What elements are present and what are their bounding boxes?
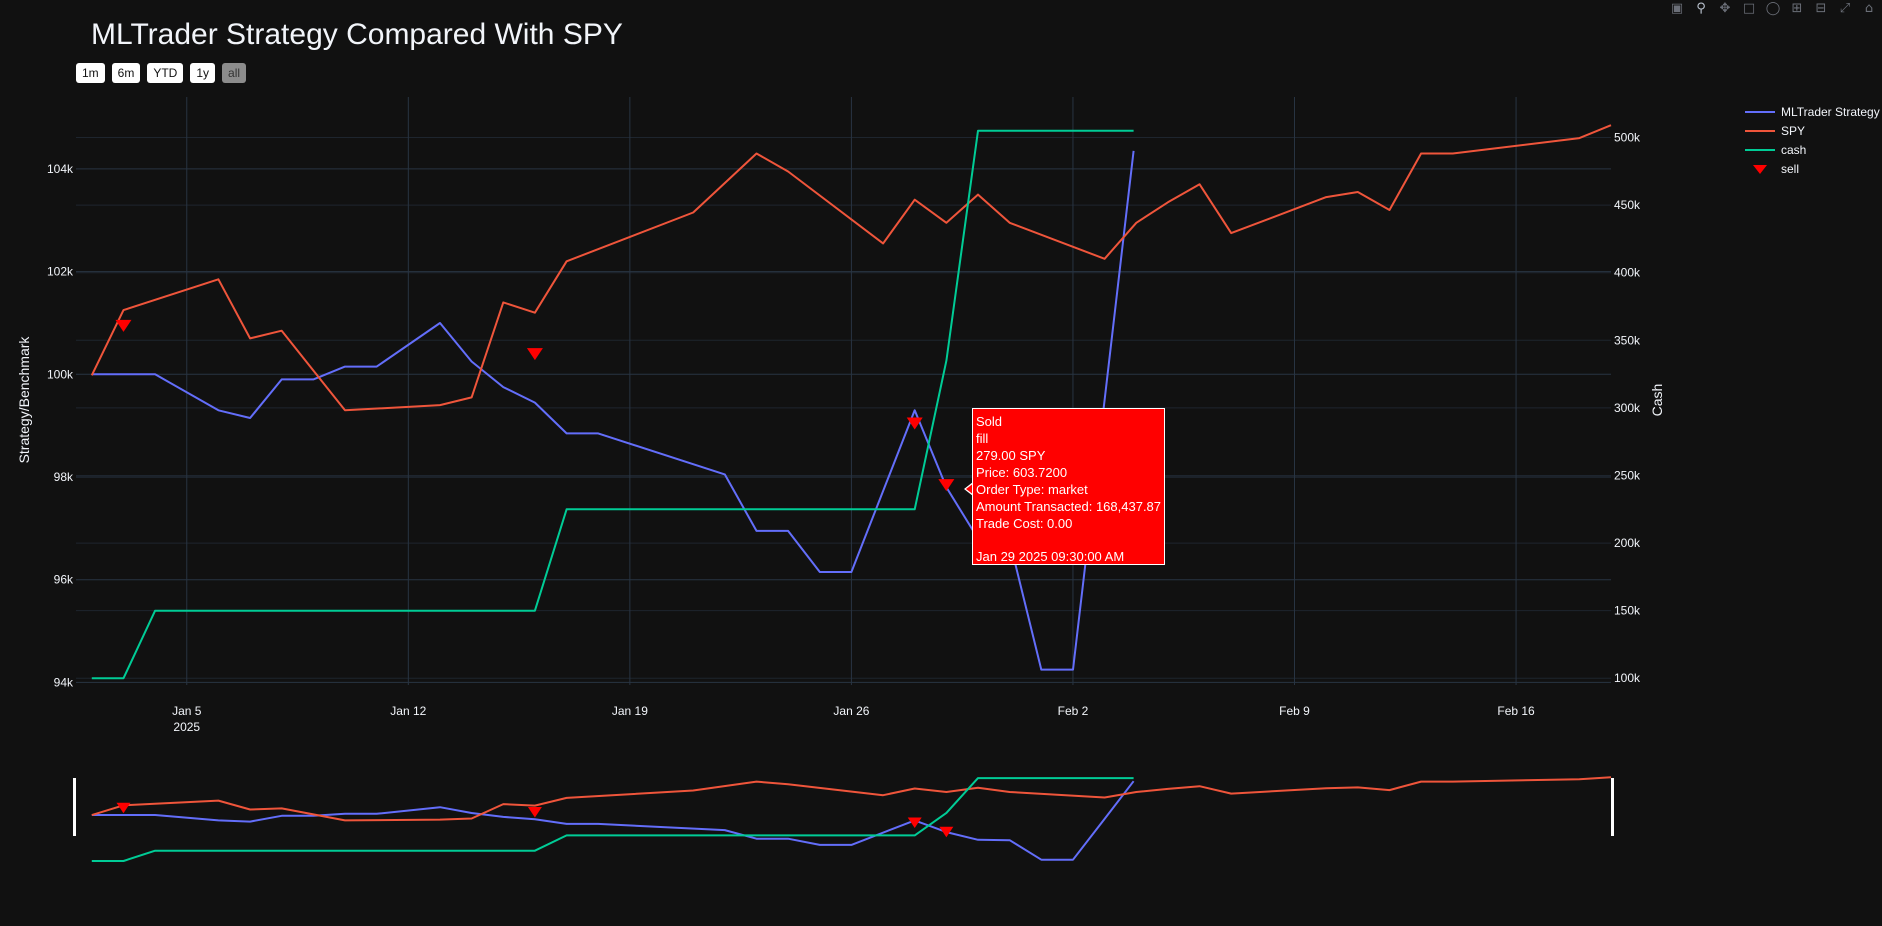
slider-handle-left[interactable]	[73, 778, 76, 836]
y2-axis: 100k 150k 200k 250k 300k 350k 400k 450k 500k	[1614, 131, 1641, 686]
sell-marker[interactable]	[938, 479, 955, 492]
lasso-icon[interactable]: ◯	[1765, 1, 1781, 16]
legend-label-strategy: MLTrader Strategy	[1781, 104, 1880, 119]
sell-marker[interactable]	[906, 417, 923, 430]
x-tick-label: Jan 26	[833, 704, 869, 718]
y2-tick-label: 100k	[1614, 671, 1641, 685]
y-tick-label: 98k	[54, 470, 74, 484]
x-tick-label: Feb 16	[1497, 704, 1535, 718]
tooltip-line: Sold	[976, 414, 1003, 429]
legend-item-spy[interactable]: SPY	[1745, 121, 1880, 140]
zoom-icon[interactable]: ⚲	[1696, 1, 1706, 16]
zoom-out-icon[interactable]: ⊟	[1815, 1, 1827, 16]
y2-tick-label: 450k	[1614, 198, 1641, 212]
y2-tick-label: 500k	[1614, 131, 1641, 145]
range-button-all[interactable]: all	[222, 63, 247, 83]
tooltip-line: Trade Cost: 0.00	[976, 516, 1073, 531]
y2-axis-title: Cash	[1649, 384, 1665, 417]
y2-tick-label: 400k	[1614, 266, 1641, 280]
legend: MLTrader Strategy SPY cash sell	[1745, 102, 1880, 178]
tooltip-timestamp: Jan 29 2025 09:30:00 AM	[976, 549, 1125, 564]
slider-sell-marker[interactable]	[907, 817, 922, 828]
tooltip-line: fill	[976, 431, 989, 446]
y-tick-label: 104k	[47, 162, 74, 176]
y2-tick-label: 150k	[1614, 604, 1641, 618]
series-line-spy[interactable]	[90, 124, 1612, 412]
y-axis-title: Strategy/Benchmark	[16, 336, 32, 464]
x-tick-label: Jan 5	[172, 704, 202, 718]
slider-handle-right[interactable]	[1611, 778, 1614, 836]
tooltip-line: 279.00 SPY	[976, 448, 1046, 463]
tooltip-arrow-fill	[966, 483, 974, 495]
slider-line-mltrader-strategy[interactable]	[91, 780, 1135, 861]
sell-marker[interactable]	[115, 319, 132, 332]
zoom-in-icon[interactable]: ⊞	[1791, 1, 1803, 16]
y-axis: 94k 96k 98k 100k 102k 104k	[47, 162, 74, 690]
box-select-icon[interactable]: □	[1742, 1, 1756, 16]
legend-label-spy: SPY	[1781, 123, 1806, 138]
range-button-1m[interactable]: 1m	[76, 63, 105, 83]
home-icon[interactable]: ⌂	[1864, 1, 1874, 16]
legend-swatch-strategy	[1745, 106, 1775, 118]
y-tick-label: 100k	[47, 367, 74, 381]
legend-swatch-sell	[1745, 163, 1775, 175]
x-axis: Jan 5 2025 Jan 12 Jan 19 Jan 26 Feb 2 Feb 9 Feb…	[172, 704, 1535, 734]
legend-label-sell: sell	[1781, 161, 1800, 176]
grid-lines	[76, 97, 1611, 685]
x-tick-sublabel: 2025	[173, 720, 200, 734]
x-tick-label: Jan 12	[390, 704, 426, 718]
legend-swatch-cash	[1745, 144, 1775, 156]
legend-swatch-spy	[1745, 125, 1775, 137]
y2-tick-label: 250k	[1614, 468, 1641, 482]
x-tick-label: Feb 9	[1279, 704, 1310, 718]
series-line-cash[interactable]	[91, 129, 1134, 680]
range-selector: 1m 6m YTD 1y all	[76, 63, 247, 83]
y-tick-label: 102k	[47, 265, 74, 279]
slider-line-spy[interactable]	[91, 776, 1612, 822]
legend-item-strategy[interactable]: MLTrader Strategy	[1745, 102, 1880, 121]
camera-icon[interactable]: ▣	[1670, 1, 1684, 16]
legend-item-cash[interactable]: cash	[1745, 140, 1880, 159]
tooltip-line: Order Type: market	[976, 482, 1088, 497]
pan-icon[interactable]: ✥	[1719, 1, 1731, 16]
sell-marker[interactable]	[526, 348, 543, 361]
y2-tick-label: 300k	[1614, 401, 1641, 415]
slider-sell-marker[interactable]	[116, 802, 131, 814]
modebar: ▣ ⚲ ✥ □ ◯ ⊞ ⊟ ⤢ ⌂	[1668, 0, 1878, 18]
chart-title: MLTrader Strategy Compared With SPY	[91, 18, 623, 51]
autoscale-icon[interactable]: ⤢	[1839, 1, 1851, 16]
y2-tick-label: 200k	[1614, 536, 1641, 550]
range-button-6m[interactable]: 6m	[111, 63, 141, 83]
y-tick-label: 96k	[54, 573, 74, 587]
tooltip-line: Amount Transacted: 168,437.87	[976, 499, 1162, 514]
range-slider[interactable]	[73, 776, 1614, 862]
x-tick-label: Feb 2	[1058, 704, 1089, 718]
slider-sell-marker[interactable]	[939, 826, 954, 838]
y-tick-label: 94k	[54, 675, 74, 689]
legend-item-sell[interactable]: sell	[1745, 159, 1880, 178]
slider-sell-marker[interactable]	[527, 806, 542, 818]
x-tick-label: Jan 19	[612, 704, 648, 718]
tooltip-line: Price: 603.7200	[976, 465, 1068, 480]
hover-tooltip: Sold fill 279.00 SPY Price: 603.7200 Ord…	[972, 408, 1165, 565]
y2-tick-label: 350k	[1614, 333, 1641, 347]
legend-label-cash: cash	[1781, 142, 1807, 157]
slider-line-cash[interactable]	[91, 777, 1134, 862]
range-button-1y[interactable]: 1y	[190, 63, 216, 83]
range-button-ytd[interactable]: YTD	[147, 63, 184, 83]
